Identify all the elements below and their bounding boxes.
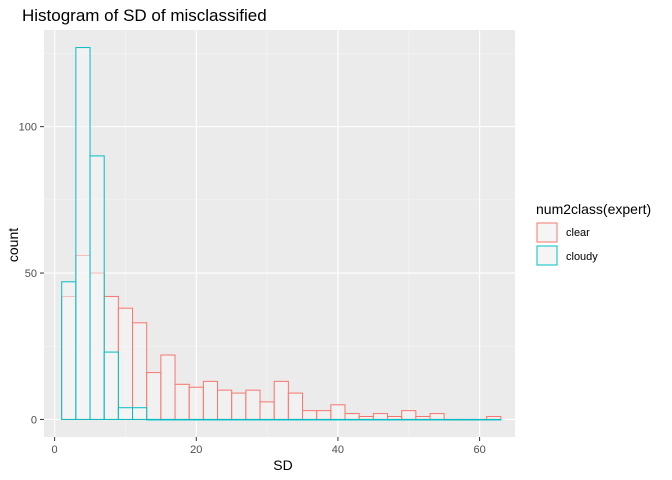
x-axis-title: SD (273, 457, 292, 473)
legend-key-cloudy (536, 245, 558, 266)
bar-cloudy (117, 407, 134, 420)
bar-cloudy (273, 418, 289, 421)
bar-clear (344, 413, 360, 420)
bar-clear (217, 389, 233, 420)
series-cloudy-bars (61, 47, 502, 421)
bar-clear (429, 413, 445, 420)
bar-clear (259, 401, 275, 420)
bar-cloudy (231, 418, 247, 421)
x-tick-label: 60 (473, 444, 485, 456)
bar-cloudy (330, 418, 346, 421)
bar-cloudy (217, 418, 233, 421)
x-tick-label: 40 (332, 444, 344, 456)
bar-cloudy (457, 418, 474, 421)
bar-clear (146, 372, 162, 420)
bar-clear (287, 392, 304, 420)
y-tick-label: 0 (31, 414, 37, 426)
bar-cloudy (287, 418, 304, 421)
bar-clear (273, 380, 289, 420)
bar-clear (117, 307, 134, 420)
bar-cloudy (259, 418, 275, 421)
bar-cloudy (132, 407, 148, 420)
bar-clear (372, 413, 389, 420)
bar-cloudy (372, 418, 389, 421)
y-tick-label: 50 (25, 268, 37, 280)
legend-title: num2class(expert) (536, 201, 651, 217)
bar-clear (160, 354, 176, 420)
bar-cloudy (61, 281, 77, 420)
bar-cloudy (344, 418, 360, 421)
bar-cloudy (146, 418, 162, 421)
x-tick-label: 0 (52, 444, 58, 456)
bar-cloudy (415, 418, 431, 421)
bar-cloudy (75, 47, 91, 420)
legend-label-cloudy: cloudy (566, 251, 598, 263)
x-axis: 0 20 40 60 (52, 437, 486, 456)
bar-clear (231, 392, 247, 420)
bar-clear (132, 322, 148, 420)
y-axis-title: count (5, 228, 21, 262)
bar-cloudy (358, 418, 374, 421)
y-tick-label: 100 (19, 122, 37, 134)
bar-clear (401, 410, 417, 420)
chart-title: Histogram of SD of misclassified (22, 6, 267, 25)
bar-cloudy (401, 418, 417, 421)
bar-cloudy (174, 418, 190, 421)
bar-cloudy (89, 155, 105, 420)
bar-cloudy (387, 418, 403, 421)
bar-cloudy (316, 418, 332, 421)
legend-label-clear: clear (566, 227, 590, 239)
legend-key-clear (536, 222, 558, 243)
bar-clear (302, 410, 318, 420)
bar-clear (330, 404, 346, 420)
bar-clear (316, 410, 332, 420)
bar-cloudy (429, 418, 445, 421)
bar-cloudy (245, 418, 261, 421)
bar-cloudy (443, 418, 459, 421)
bar-clear (174, 383, 190, 420)
bar-cloudy (472, 418, 488, 421)
bar-clear (202, 380, 219, 420)
bar-cloudy (302, 418, 318, 421)
bar-cloudy (188, 418, 204, 421)
bar-cloudy (486, 418, 502, 421)
bar-clear (188, 386, 204, 420)
x-tick-label: 20 (190, 444, 202, 456)
y-axis: 0 50 100 (19, 122, 44, 426)
legend: num2class(expert) clear cloudy (536, 201, 651, 266)
bar-cloudy (160, 418, 176, 421)
bar-cloudy (202, 418, 219, 421)
bar-clear (245, 389, 261, 420)
bar-cloudy (103, 351, 119, 420)
